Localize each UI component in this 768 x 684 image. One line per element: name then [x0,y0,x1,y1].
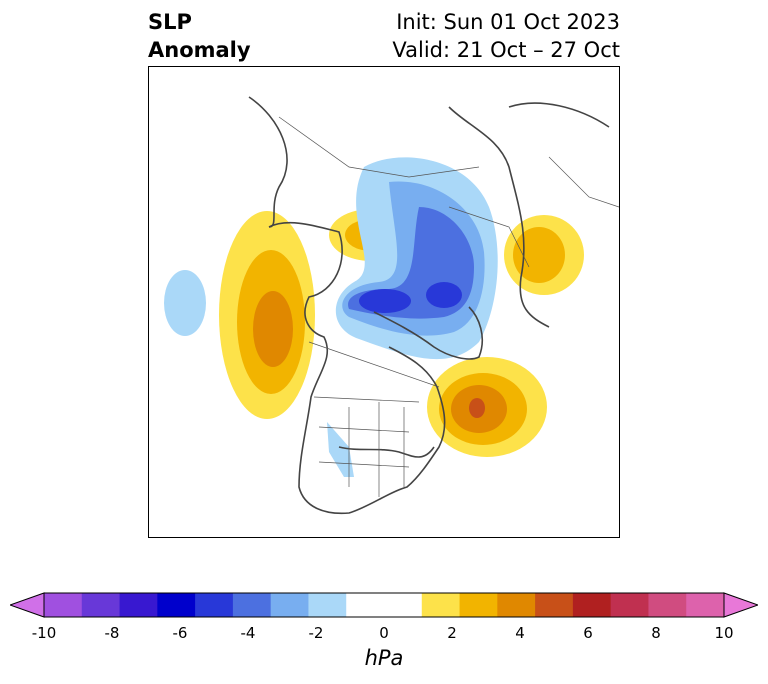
colorbar-tick-label: 8 [651,624,661,642]
colorbar-min-arrow [10,592,45,618]
colorbar-cell [346,593,385,617]
colorbar-tick-label: 2 [447,624,457,642]
political-borders [278,116,619,497]
colorbar-max-arrow [723,592,758,618]
colorbar-tick-label: -6 [172,624,188,642]
colorbar-cell [308,593,347,617]
colorbar [10,592,758,618]
colorbar-cell [686,593,725,617]
contour-fill [359,289,411,313]
valid-range: Valid: 21 Oct – 27 Oct [392,38,620,62]
map-dates: Init: Sun 01 Oct 2023 Valid: 21 Oct – 27… [392,8,620,64]
colorbar-outline [43,592,725,618]
contour-fill [426,282,462,308]
colorbar-cell [459,593,498,617]
colorbar-tick-label: -2 [308,624,324,642]
colorbar-cell [81,593,121,617]
title-variable-line2: Anomaly [148,38,251,62]
colorbar-cells [44,593,725,617]
anomaly-arctic-low [335,157,498,360]
init-date: Init: Sun 01 Oct 2023 [396,10,620,34]
colorbar-cell [421,593,461,617]
colorbar-cell [648,593,687,617]
colorbar-tick-label: 4 [515,624,525,642]
colorbar-tick-label: 6 [583,624,593,642]
contour-fill [164,270,206,336]
colorbar-units: hPa [364,646,404,670]
colorbar-tick-label: -4 [240,624,256,642]
colorbar-cell [572,593,612,617]
colorbar-tick-label: -10 [31,624,57,642]
colorbar-cell [195,593,234,617]
colorbar-cell [535,593,574,617]
coastlines [248,96,610,515]
title-variable: SLP [148,10,192,34]
anomaly-greenland-high [504,215,584,295]
contour-fill [513,227,565,283]
colorbar-cell [44,593,83,617]
colorbar-tick-label: 0 [379,624,389,642]
colorbar-tick-label: -8 [104,624,120,642]
colorbar-cell [119,593,158,617]
anomaly-pacific-low [164,270,206,336]
anomaly-north-atlantic-high [427,357,547,457]
colorbar-cell [157,593,196,617]
colorbar-cell [610,593,649,617]
anomaly-pacific-nw-high [219,211,315,419]
map-title: SLP Anomaly [148,8,251,64]
colorbar-cell [497,593,536,617]
map-svg [164,96,619,515]
colorbar-cell [270,593,309,617]
contour-fill [253,291,293,367]
contour-fill [469,398,485,418]
colorbar-cell [232,593,272,617]
colorbar-tick-label: 10 [714,624,734,642]
colorbar-cell [384,593,423,617]
map-panel [148,66,620,538]
